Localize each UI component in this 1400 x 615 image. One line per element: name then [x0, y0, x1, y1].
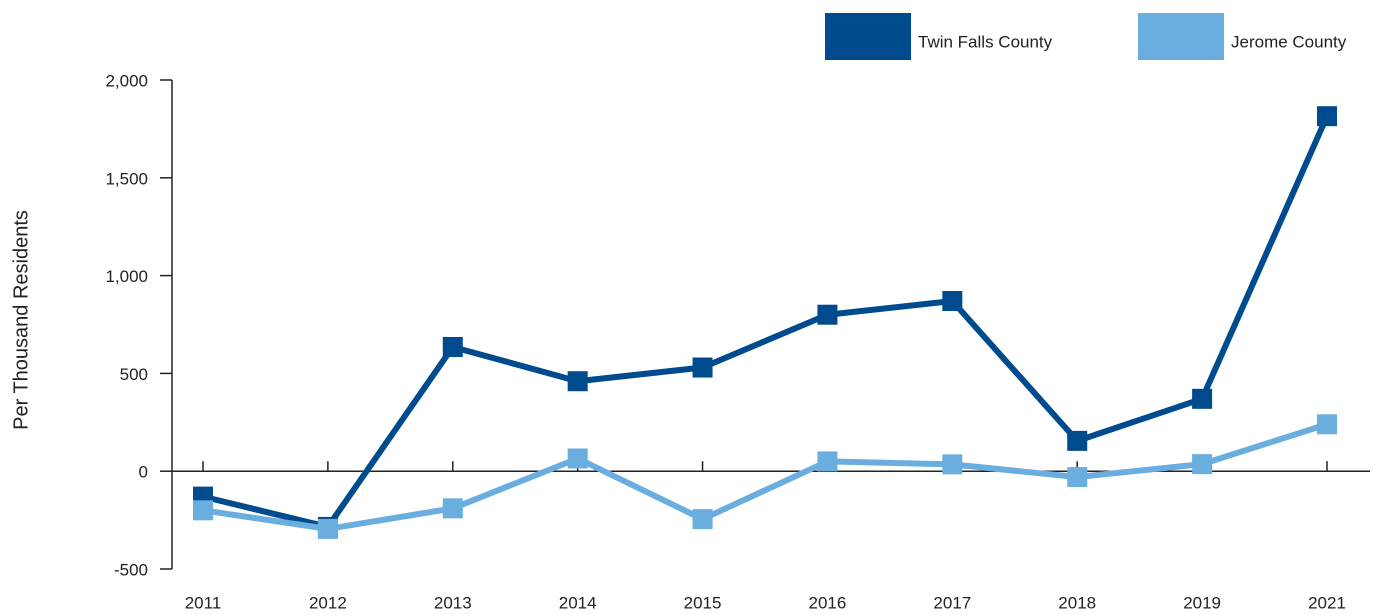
point-marker [317, 518, 338, 539]
point-marker [193, 500, 213, 521]
point-marker [692, 509, 713, 530]
point-marker [442, 498, 463, 519]
y-tick-label: 1,500 [105, 169, 148, 188]
x-tick-label: 2015 [684, 593, 722, 612]
point-marker [442, 336, 463, 357]
y-tick-label: 2,000 [105, 71, 148, 90]
point-marker [817, 304, 838, 325]
x-tick-label: 2019 [1183, 593, 1221, 612]
x-tick-label: 2014 [559, 593, 597, 612]
point-marker [1317, 414, 1337, 435]
point-marker [1067, 467, 1088, 488]
x-tick-label: 2013 [434, 593, 472, 612]
point-marker [942, 291, 963, 312]
y-axis-label: Per Thousand Residents [10, 210, 32, 430]
legend-label: Twin Falls County [918, 32, 1053, 51]
x-tick-label: 2018 [1058, 593, 1096, 612]
x-tick-label: 2011 [185, 593, 222, 612]
y-tick-label: 0 [139, 463, 148, 482]
point-marker [817, 451, 838, 472]
x-tick-label: 2012 [309, 593, 347, 612]
y-tick-label: -500 [114, 560, 148, 579]
legend-label: Jerome County [1231, 32, 1347, 51]
point-marker [567, 371, 588, 392]
x-tick-label: 2017 [933, 593, 971, 612]
point-marker [942, 454, 963, 475]
legend-swatch [825, 13, 911, 60]
legend-swatch [1138, 13, 1224, 60]
series-line [202, 421, 1328, 532]
point-marker [567, 448, 588, 469]
point-marker [1317, 106, 1337, 127]
y-tick-label: 500 [120, 365, 148, 384]
x-tick-label: 2021 [1308, 593, 1346, 612]
point-marker [1067, 430, 1088, 451]
point-marker [1192, 454, 1213, 475]
x-tick-label: 2016 [809, 593, 847, 612]
series-line [202, 114, 1330, 530]
point-marker [692, 357, 713, 378]
y-tick-label: 1,000 [105, 267, 148, 286]
point-marker [1192, 388, 1213, 409]
